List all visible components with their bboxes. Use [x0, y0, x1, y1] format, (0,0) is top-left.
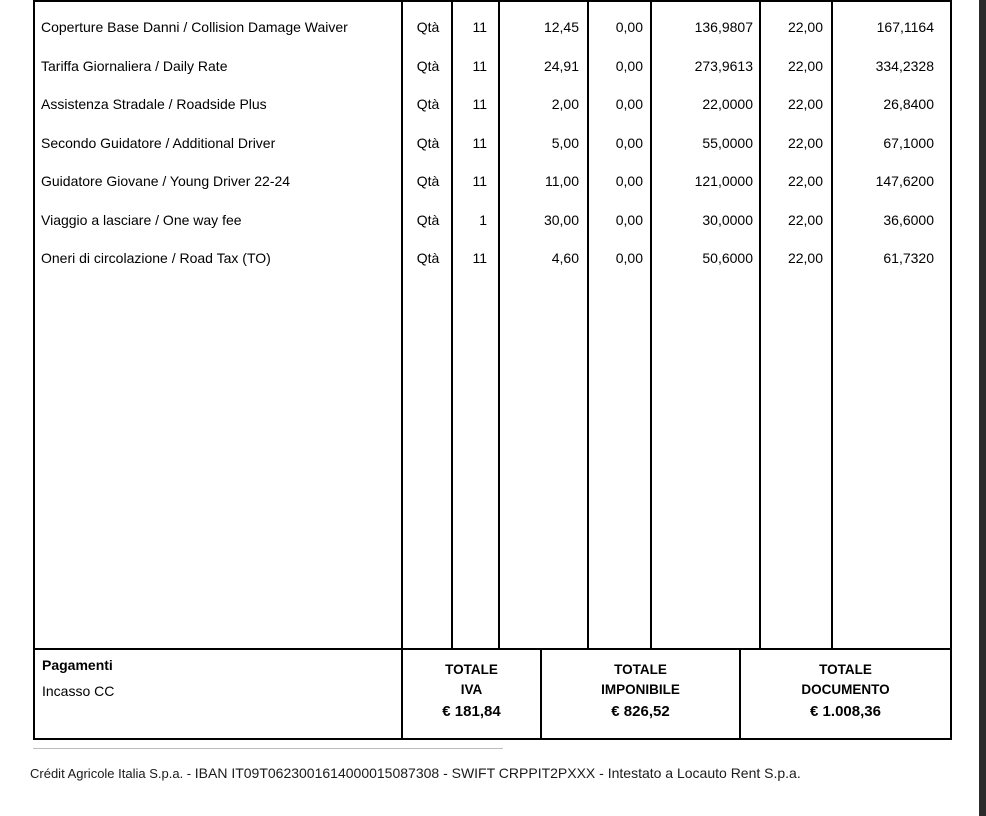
item-taxable-amount: 22,0000: [702, 96, 753, 113]
item-description: Tariffa Giornaliera / Daily Rate: [41, 57, 228, 74]
page-divider-shadow: [33, 748, 503, 749]
item-discount: 0,00: [615, 211, 643, 228]
item-discount: 0,00: [615, 19, 643, 36]
item-discount: 0,00: [615, 173, 643, 190]
item-vat-rate: 22,00: [787, 173, 823, 190]
item-vat-rate: 22,00: [787, 19, 823, 36]
table-row: Oneri di circolazione / Road Tax (TO) Qt…: [35, 239, 950, 278]
item-vat-rate: 22,00: [787, 211, 823, 228]
total-vat-label-line1: TOTALE: [445, 662, 498, 677]
table-row: Secondo Guidatore / Additional Driver Qt…: [35, 124, 950, 163]
item-unit-price: 5,00: [551, 134, 579, 151]
total-taxable-amount: € 826,52: [611, 703, 670, 720]
total-document-box: TOTALE DOCUMENTO € 1.008,36: [741, 650, 950, 738]
item-unit-label: Qtà: [416, 134, 440, 151]
item-unit-price: 30,00: [543, 211, 579, 228]
item-quantity: 11: [472, 134, 487, 151]
total-document-label-line1: TOTALE: [819, 662, 872, 677]
table-row: Viaggio a lasciare / One way fee Qtà 1 3…: [35, 201, 950, 240]
item-taxable-amount: 30,0000: [702, 211, 753, 228]
item-vat-rate: 22,00: [787, 57, 823, 74]
item-total: 36,6000: [883, 211, 934, 228]
bank-name-text: Crédit Agricole Italia S.p.a. -: [30, 766, 195, 781]
item-total: 147,6200: [875, 173, 934, 190]
item-unit-label: Qtà: [416, 173, 440, 190]
invoice-line-items-table: Coperture Base Danni / Collision Damage …: [33, 0, 952, 740]
item-unit-label: Qtà: [416, 250, 440, 267]
bank-iban-swift-text: IBAN IT09T0623001614000015087308 - SWIFT…: [194, 765, 801, 781]
item-quantity: 11: [472, 57, 487, 74]
payments-title: Pagamenti: [42, 657, 113, 673]
line-items-area: Coperture Base Danni / Collision Damage …: [35, 2, 950, 648]
column-divider: [587, 2, 589, 648]
item-description: Oneri di circolazione / Road Tax (TO): [41, 250, 271, 267]
column-divider: [650, 2, 652, 648]
item-quantity: 11: [472, 96, 487, 113]
item-quantity: 11: [472, 19, 487, 36]
item-quantity: 11: [472, 250, 487, 267]
column-divider: [831, 2, 833, 648]
item-unit-price: 11,00: [545, 173, 579, 190]
item-quantity: 1: [479, 211, 487, 228]
item-discount: 0,00: [615, 134, 643, 151]
totals-divider: [401, 650, 403, 738]
totals-divider: [739, 650, 741, 738]
item-taxable-amount: 50,6000: [702, 250, 753, 267]
item-description: Guidatore Giovane / Young Driver 22-24: [41, 173, 291, 190]
total-taxable-box: TOTALE IMPONIBILE € 826,52: [542, 650, 739, 738]
item-vat-rate: 22,00: [787, 250, 823, 267]
total-vat-box: TOTALE IVA € 181,84: [403, 650, 540, 738]
total-taxable-label-line2: IMPONIBILE: [601, 682, 680, 697]
item-description: Coperture Base Danni / Collision Damage …: [41, 19, 348, 36]
total-vat-amount: € 181,84: [442, 703, 501, 720]
item-description: Assistenza Stradale / Roadside Plus: [41, 96, 267, 113]
item-unit-price: 12,45: [543, 19, 579, 36]
item-taxable-amount: 273,9613: [694, 57, 753, 74]
item-total: 61,7320: [883, 250, 934, 267]
table-row: Coperture Base Danni / Collision Damage …: [35, 8, 950, 47]
column-divider: [451, 2, 453, 648]
column-divider: [401, 2, 403, 648]
payments-box: Pagamenti Incasso CC: [35, 650, 401, 738]
column-divider: [759, 2, 761, 648]
item-taxable-amount: 55,0000: [702, 134, 753, 151]
item-vat-rate: 22,00: [787, 96, 823, 113]
item-description: Viaggio a lasciare / One way fee: [41, 211, 242, 228]
table-row: Assistenza Stradale / Roadside Plus Qtà …: [35, 85, 950, 124]
table-row: Tariffa Giornaliera / Daily Rate Qtà 11 …: [35, 47, 950, 86]
item-unit-label: Qtà: [416, 19, 440, 36]
item-quantity: 11: [472, 173, 487, 190]
item-discount: 0,00: [615, 96, 643, 113]
bank-details-line: Crédit Agricole Italia S.p.a. - IBAN IT0…: [30, 765, 960, 783]
totals-divider: [540, 650, 542, 738]
payment-method: Incasso CC: [42, 683, 115, 699]
item-unit-price: 2,00: [551, 96, 579, 113]
total-document-amount: € 1.008,36: [810, 703, 881, 720]
table-row: Guidatore Giovane / Young Driver 22-24 Q…: [35, 162, 950, 201]
column-divider: [498, 2, 500, 648]
item-total: 26,8400: [883, 96, 934, 113]
item-unit-price: 4,60: [551, 250, 579, 267]
item-taxable-amount: 136,9807: [694, 19, 753, 36]
totals-row: Pagamenti Incasso CC TOTALE IVA € 181,84…: [35, 648, 950, 738]
item-total: 167,1164: [876, 19, 934, 36]
item-total: 67,1000: [883, 134, 934, 151]
item-vat-rate: 22,00: [787, 134, 823, 151]
item-discount: 0,00: [615, 57, 643, 74]
item-unit-label: Qtà: [416, 57, 440, 74]
item-unit-label: Qtà: [416, 96, 440, 113]
item-taxable-amount: 121,0000: [694, 173, 753, 190]
total-vat-label-line2: IVA: [460, 682, 483, 697]
item-unit-price: 24,91: [543, 57, 579, 74]
page-edge-bar: [979, 0, 986, 816]
total-taxable-label-line1: TOTALE: [614, 662, 667, 677]
item-description: Secondo Guidatore / Additional Driver: [41, 134, 276, 151]
total-document-label-line2: DOCUMENTO: [801, 682, 890, 697]
item-discount: 0,00: [615, 250, 643, 267]
item-unit-label: Qtà: [416, 211, 440, 228]
item-total: 334,2328: [875, 57, 934, 74]
